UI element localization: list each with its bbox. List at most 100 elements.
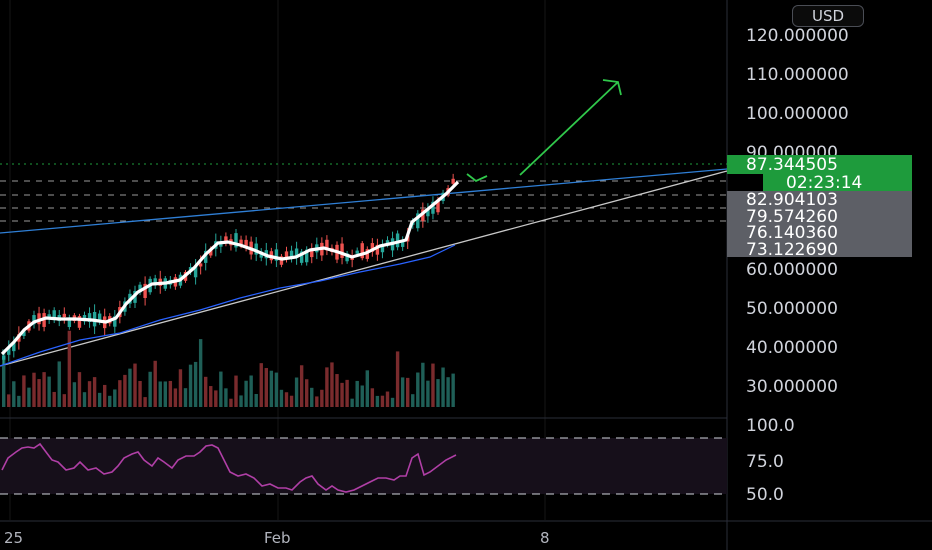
volume-bar	[259, 363, 263, 407]
volume-bar	[370, 388, 375, 407]
volume-bar	[62, 394, 66, 407]
level-label-group: 82.904103 79.574260 76.140360 73.122690	[727, 190, 912, 260]
candle-body	[7, 347, 11, 355]
volume-bar	[173, 388, 178, 407]
volume-bar	[224, 388, 228, 407]
volume-bar	[406, 377, 410, 407]
target-arrow[interactable]	[519, 79, 622, 176]
volume-bar	[421, 362, 425, 407]
volume-bars	[2, 330, 455, 407]
volume-bar	[163, 381, 167, 407]
candle-body	[395, 233, 400, 248]
volume-bar	[335, 374, 339, 407]
candle-body	[67, 317, 72, 328]
volume-bar	[138, 380, 142, 407]
volume-bar	[204, 376, 208, 407]
volume-bar	[92, 377, 97, 407]
volume-bar	[426, 380, 430, 407]
volume-bar	[133, 363, 137, 407]
rsi-line	[1, 442, 457, 493]
volume-bar	[87, 381, 92, 407]
candle-body	[239, 239, 243, 245]
volume-bar	[47, 376, 51, 407]
volume-bar	[72, 382, 77, 407]
volume-bar	[123, 374, 127, 407]
candle-body	[289, 250, 294, 258]
currency-button[interactable]: USD	[792, 5, 864, 27]
candle-body	[400, 240, 405, 247]
dip-arrow[interactable]	[466, 173, 488, 183]
volume-bar	[17, 395, 21, 407]
price-tick: 50.000000	[746, 299, 838, 319]
upper-trendline[interactable]	[0, 168, 728, 234]
candle-body	[451, 178, 455, 184]
volume-bar	[234, 375, 238, 407]
horizontal-level-lines[interactable]	[0, 163, 727, 222]
volume-bar	[294, 377, 299, 407]
volume-bar	[264, 368, 268, 407]
volume-bar	[411, 394, 415, 407]
candle-body	[360, 243, 364, 259]
volume-bar	[350, 398, 354, 407]
volume-bar	[22, 375, 26, 407]
candle-body	[385, 240, 390, 244]
candle-body	[62, 313, 66, 318]
volume-bar	[340, 382, 344, 407]
candle-body	[77, 316, 82, 328]
candle-body	[113, 316, 117, 327]
time-tick: Feb	[264, 529, 291, 547]
candle-body	[153, 278, 157, 286]
volume-bar	[365, 370, 369, 407]
time-tick: 8	[540, 529, 550, 547]
candle-body	[138, 284, 142, 293]
rsi-axis[interactable]: 100.0 75.0 50.0	[746, 416, 795, 505]
volume-bar	[269, 370, 274, 407]
volume-bar	[239, 395, 243, 407]
price-tick: 120.000000	[746, 26, 849, 46]
lower-trendline[interactable]	[0, 170, 728, 367]
candle-body	[204, 250, 208, 263]
candle-body	[12, 342, 16, 352]
level-label: 82.904103	[746, 190, 838, 210]
volume-bar	[168, 380, 173, 407]
candle-body	[380, 245, 385, 253]
candle-body	[193, 266, 198, 278]
volume-bar	[395, 351, 400, 407]
candle-body	[254, 243, 258, 255]
volume-bar	[325, 367, 329, 407]
volume-bar	[355, 380, 359, 407]
volume-bar	[274, 372, 279, 407]
candle-body	[299, 251, 304, 263]
volume-bar	[209, 386, 213, 407]
candle-body	[436, 199, 440, 213]
volume-bar	[385, 391, 390, 407]
volume-bar	[7, 394, 11, 407]
volume-bar	[431, 363, 435, 407]
candle-body	[431, 201, 435, 214]
level-label: 79.574260	[746, 207, 838, 227]
price-tick: 110.000000	[746, 65, 849, 85]
volume-bar	[400, 377, 405, 407]
volume-bar	[446, 377, 450, 407]
volume-bar	[330, 362, 334, 407]
volume-bar	[249, 375, 253, 407]
candle-body	[294, 248, 299, 259]
volume-bar	[345, 379, 349, 407]
volume-bar	[380, 395, 385, 407]
candle-body	[234, 233, 238, 248]
fast-moving-average	[0, 180, 460, 356]
volume-bar	[52, 391, 56, 407]
volume-bar	[451, 373, 455, 407]
volume-bar	[284, 392, 289, 407]
price-tick: 30.000000	[746, 377, 838, 397]
candle-body	[274, 249, 279, 261]
time-axis[interactable]: 25 Feb 8	[4, 529, 550, 547]
volume-bar	[416, 372, 420, 407]
rsi-tick: 75.0	[746, 452, 784, 472]
price-tick: 40.000000	[746, 338, 838, 358]
price-tick: 60.000000	[746, 260, 838, 280]
candle-body	[97, 313, 102, 322]
candle-body	[375, 244, 380, 255]
volume-bar	[289, 395, 294, 407]
